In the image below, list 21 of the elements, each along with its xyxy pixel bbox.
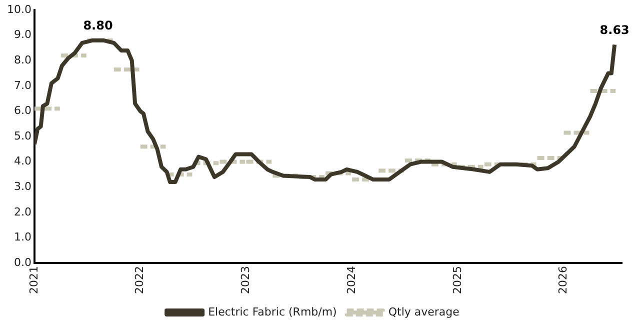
- annotation: 8.80: [83, 18, 113, 32]
- x-tick-label: 2026: [556, 266, 570, 294]
- y-tick-label: 0.0: [14, 256, 32, 269]
- y-tick-label: 10.0: [6, 2, 32, 16]
- x-tick-label: 2023: [239, 266, 252, 294]
- x-tick-label: 2021: [27, 266, 40, 294]
- y-tick-label: 8.0: [14, 53, 32, 66]
- x-tick-label: 2024: [344, 266, 358, 294]
- y-tick-label: 7.0: [14, 78, 32, 92]
- y-tick-label: 9.0: [14, 28, 32, 42]
- y-tick-label: 5.0: [14, 129, 32, 142]
- annotation: 8.63: [600, 22, 630, 37]
- x-tick-label: 2025: [450, 266, 464, 294]
- y-tick-label: 6.0: [14, 104, 32, 118]
- y-tick-label: 4.0: [14, 154, 32, 168]
- y-tick-label: 1.0: [14, 230, 32, 244]
- legend-label: Electric Fabric (Rmb/m): [208, 305, 337, 318]
- y-tick-label: 2.0: [14, 205, 32, 218]
- legend-label: Qtly average: [388, 305, 460, 318]
- y-tick-label: 3.0: [14, 180, 32, 193]
- x-tick-label: 2022: [133, 266, 146, 294]
